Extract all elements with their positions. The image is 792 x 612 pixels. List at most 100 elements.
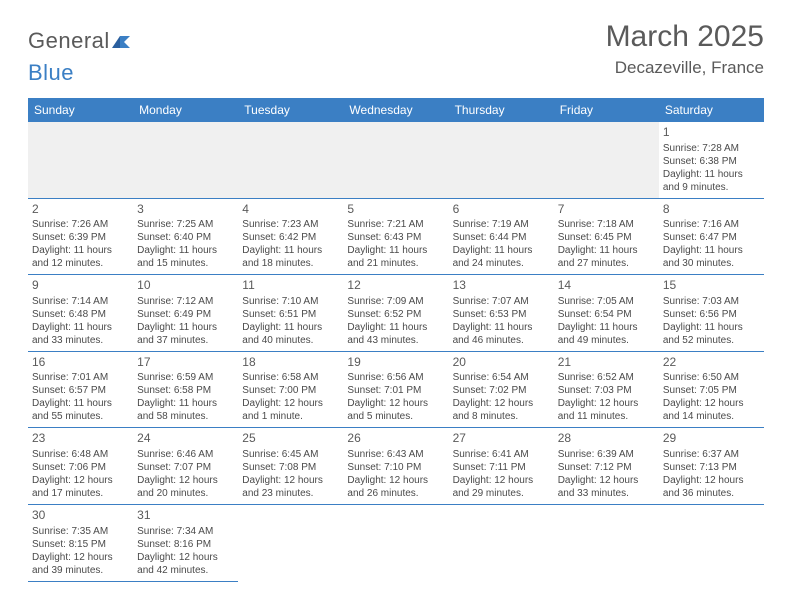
calendar-cell: 25Sunrise: 6:45 AMSunset: 7:08 PMDayligh…: [238, 428, 343, 505]
cell-sunrise: Sunrise: 6:56 AM: [347, 371, 444, 384]
cell-sunrise: Sunrise: 6:39 AM: [558, 448, 655, 461]
cell-sunset: Sunset: 6:38 PM: [663, 155, 760, 168]
cell-sunset: Sunset: 6:54 PM: [558, 308, 655, 321]
day-number: 1: [663, 125, 760, 141]
cell-daylight2: and 43 minutes.: [347, 334, 444, 347]
calendar-cell: 18Sunrise: 6:58 AMSunset: 7:00 PMDayligh…: [238, 351, 343, 428]
weekday-header: Tuesday: [238, 98, 343, 122]
cell-daylight1: Daylight: 12 hours: [558, 397, 655, 410]
month-title: March 2025: [606, 20, 764, 54]
calendar-cell: [659, 504, 764, 581]
calendar-cell: 10Sunrise: 7:12 AMSunset: 6:49 PMDayligh…: [133, 275, 238, 352]
cell-sunset: Sunset: 6:48 PM: [32, 308, 129, 321]
cell-sunset: Sunset: 6:42 PM: [242, 231, 339, 244]
cell-daylight2: and 30 minutes.: [663, 257, 760, 270]
cell-sunrise: Sunrise: 6:43 AM: [347, 448, 444, 461]
cell-sunrise: Sunrise: 7:05 AM: [558, 295, 655, 308]
cell-daylight1: Daylight: 12 hours: [558, 474, 655, 487]
weekday-header: Sunday: [28, 98, 133, 122]
calendar-cell: 1Sunrise: 7:28 AMSunset: 6:38 PMDaylight…: [659, 122, 764, 198]
calendar-week-row: 9Sunrise: 7:14 AMSunset: 6:48 PMDaylight…: [28, 275, 764, 352]
calendar-cell: 8Sunrise: 7:16 AMSunset: 6:47 PMDaylight…: [659, 198, 764, 275]
cell-daylight1: Daylight: 11 hours: [32, 321, 129, 334]
cell-sunset: Sunset: 7:07 PM: [137, 461, 234, 474]
day-number: 5: [347, 202, 444, 218]
cell-sunrise: Sunrise: 7:21 AM: [347, 218, 444, 231]
cell-sunset: Sunset: 7:11 PM: [453, 461, 550, 474]
cell-sunset: Sunset: 7:10 PM: [347, 461, 444, 474]
day-number: 23: [32, 431, 129, 447]
calendar-cell: [554, 122, 659, 198]
day-number: 18: [242, 355, 339, 371]
cell-daylight2: and 29 minutes.: [453, 487, 550, 500]
cell-daylight2: and 5 minutes.: [347, 410, 444, 423]
cell-daylight2: and 36 minutes.: [663, 487, 760, 500]
cell-sunrise: Sunrise: 7:10 AM: [242, 295, 339, 308]
cell-daylight1: Daylight: 11 hours: [347, 244, 444, 257]
cell-sunset: Sunset: 6:40 PM: [137, 231, 234, 244]
calendar-cell: 16Sunrise: 7:01 AMSunset: 6:57 PMDayligh…: [28, 351, 133, 428]
cell-sunset: Sunset: 7:12 PM: [558, 461, 655, 474]
calendar-cell: 28Sunrise: 6:39 AMSunset: 7:12 PMDayligh…: [554, 428, 659, 505]
calendar-cell: 6Sunrise: 7:19 AMSunset: 6:44 PMDaylight…: [449, 198, 554, 275]
cell-daylight2: and 37 minutes.: [137, 334, 234, 347]
cell-sunset: Sunset: 7:00 PM: [242, 384, 339, 397]
cell-sunrise: Sunrise: 6:52 AM: [558, 371, 655, 384]
calendar-cell: [238, 504, 343, 581]
cell-sunrise: Sunrise: 7:12 AM: [137, 295, 234, 308]
calendar-week-row: 2Sunrise: 7:26 AMSunset: 6:39 PMDaylight…: [28, 198, 764, 275]
calendar-cell: 3Sunrise: 7:25 AMSunset: 6:40 PMDaylight…: [133, 198, 238, 275]
cell-sunrise: Sunrise: 7:19 AM: [453, 218, 550, 231]
day-number: 2: [32, 202, 129, 218]
cell-daylight1: Daylight: 11 hours: [347, 321, 444, 334]
weekday-header-row: Sunday Monday Tuesday Wednesday Thursday…: [28, 98, 764, 122]
day-number: 4: [242, 202, 339, 218]
cell-daylight1: Daylight: 11 hours: [663, 168, 760, 181]
cell-sunset: Sunset: 7:03 PM: [558, 384, 655, 397]
day-number: 21: [558, 355, 655, 371]
cell-sunset: Sunset: 7:02 PM: [453, 384, 550, 397]
day-number: 15: [663, 278, 760, 294]
calendar-week-row: 1Sunrise: 7:28 AMSunset: 6:38 PMDaylight…: [28, 122, 764, 198]
cell-sunrise: Sunrise: 6:45 AM: [242, 448, 339, 461]
cell-sunrise: Sunrise: 6:54 AM: [453, 371, 550, 384]
cell-sunset: Sunset: 7:06 PM: [32, 461, 129, 474]
cell-daylight2: and 21 minutes.: [347, 257, 444, 270]
weekday-header: Monday: [133, 98, 238, 122]
calendar-table: Sunday Monday Tuesday Wednesday Thursday…: [28, 98, 764, 582]
cell-sunrise: Sunrise: 6:50 AM: [663, 371, 760, 384]
location: Decazeville, France: [606, 58, 764, 78]
calendar-cell: 7Sunrise: 7:18 AMSunset: 6:45 PMDaylight…: [554, 198, 659, 275]
cell-daylight2: and 49 minutes.: [558, 334, 655, 347]
cell-sunset: Sunset: 6:43 PM: [347, 231, 444, 244]
day-number: 6: [453, 202, 550, 218]
calendar-cell: [343, 504, 448, 581]
calendar-cell: 20Sunrise: 6:54 AMSunset: 7:02 PMDayligh…: [449, 351, 554, 428]
calendar-cell: 2Sunrise: 7:26 AMSunset: 6:39 PMDaylight…: [28, 198, 133, 275]
calendar-cell: 29Sunrise: 6:37 AMSunset: 7:13 PMDayligh…: [659, 428, 764, 505]
cell-sunrise: Sunrise: 6:48 AM: [32, 448, 129, 461]
cell-daylight1: Daylight: 11 hours: [663, 321, 760, 334]
cell-daylight1: Daylight: 12 hours: [453, 474, 550, 487]
cell-daylight2: and 46 minutes.: [453, 334, 550, 347]
cell-daylight2: and 33 minutes.: [32, 334, 129, 347]
cell-sunset: Sunset: 6:45 PM: [558, 231, 655, 244]
cell-sunrise: Sunrise: 7:16 AM: [663, 218, 760, 231]
cell-daylight2: and 9 minutes.: [663, 181, 760, 194]
day-number: 27: [453, 431, 550, 447]
cell-daylight1: Daylight: 11 hours: [32, 397, 129, 410]
cell-daylight1: Daylight: 12 hours: [663, 474, 760, 487]
calendar-cell: 22Sunrise: 6:50 AMSunset: 7:05 PMDayligh…: [659, 351, 764, 428]
cell-daylight2: and 55 minutes.: [32, 410, 129, 423]
cell-daylight1: Daylight: 12 hours: [453, 397, 550, 410]
day-number: 20: [453, 355, 550, 371]
cell-daylight2: and 11 minutes.: [558, 410, 655, 423]
weekday-header: Saturday: [659, 98, 764, 122]
cell-sunset: Sunset: 8:16 PM: [137, 538, 234, 551]
calendar-cell: 9Sunrise: 7:14 AMSunset: 6:48 PMDaylight…: [28, 275, 133, 352]
day-number: 22: [663, 355, 760, 371]
calendar-cell: 24Sunrise: 6:46 AMSunset: 7:07 PMDayligh…: [133, 428, 238, 505]
calendar-cell: 19Sunrise: 6:56 AMSunset: 7:01 PMDayligh…: [343, 351, 448, 428]
calendar-week-row: 16Sunrise: 7:01 AMSunset: 6:57 PMDayligh…: [28, 351, 764, 428]
cell-daylight1: Daylight: 11 hours: [558, 321, 655, 334]
